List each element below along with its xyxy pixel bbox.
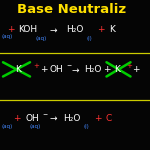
- Text: (aq): (aq): [2, 124, 13, 129]
- Text: (aq): (aq): [35, 36, 46, 41]
- Text: Base Neutraliz: Base Neutraliz: [17, 3, 127, 16]
- Text: H₂O: H₂O: [63, 114, 80, 123]
- Text: +: +: [132, 65, 140, 74]
- Text: +: +: [33, 63, 39, 69]
- Text: OH: OH: [50, 65, 63, 74]
- Text: KOH: KOH: [18, 26, 37, 34]
- Text: +: +: [98, 26, 105, 34]
- Text: H₂O: H₂O: [66, 26, 83, 34]
- Text: +: +: [126, 63, 132, 69]
- Text: (l): (l): [86, 36, 92, 41]
- Text: +: +: [94, 114, 101, 123]
- Text: −: −: [66, 63, 71, 68]
- Text: OH: OH: [26, 114, 39, 123]
- Text: (aq): (aq): [30, 124, 41, 129]
- Text: −: −: [43, 111, 48, 117]
- Text: +: +: [40, 65, 47, 74]
- Text: C: C: [105, 114, 111, 123]
- Text: +: +: [103, 65, 111, 74]
- Text: +: +: [14, 114, 21, 123]
- Text: (l): (l): [83, 124, 89, 129]
- Text: →: →: [72, 65, 80, 74]
- Text: K: K: [114, 65, 120, 74]
- Text: (aq): (aq): [2, 34, 13, 39]
- Text: K: K: [110, 26, 115, 34]
- Text: H₂O: H₂O: [84, 65, 101, 74]
- Text: →: →: [50, 114, 57, 123]
- Text: +: +: [8, 26, 15, 34]
- Text: →: →: [50, 26, 57, 34]
- Text: K: K: [15, 65, 21, 74]
